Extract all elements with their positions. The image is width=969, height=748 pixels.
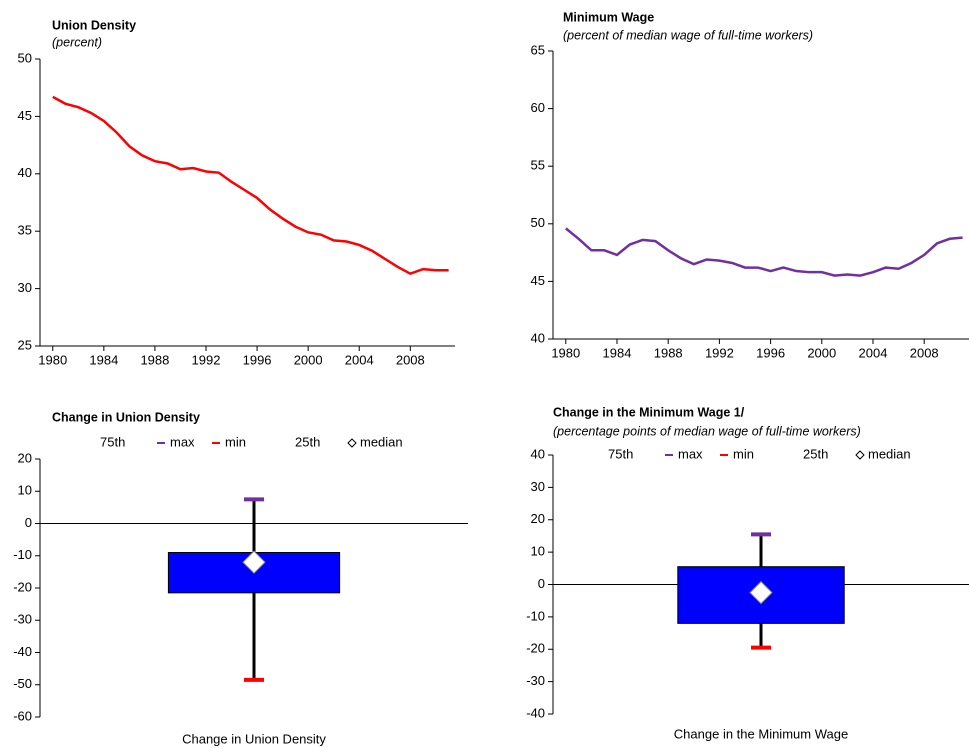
chart-subtitle: (percent of median wage of full-time wor… [563,28,813,42]
x-tick-label: 1988 [140,352,169,367]
x-tick-label: 1988 [654,345,683,360]
median-marker [749,580,773,605]
x-tick-label: 1980 [38,352,67,367]
x-tick-label: 2000 [807,345,836,360]
y-tick-label: 40 [531,330,545,345]
category-label: Change in the Minimum Wage [674,726,848,741]
y-tick-label: 35 [18,223,32,238]
y-tick-label: 60 [531,100,545,115]
y-tick-label: 20 [531,511,545,526]
chart-subtitle: (percent) [52,35,102,49]
y-tick-label: -40 [526,705,545,720]
y-tick-label: -30 [526,673,545,688]
x-tick-label: 1996 [243,352,272,367]
legend-marker [855,450,865,460]
y-tick-label: 10 [531,544,545,559]
y-tick-label: -10 [13,547,32,562]
y-tick-label: 45 [18,108,32,123]
y-tick-label: 40 [18,165,32,180]
category-label: Change in Union Density [182,731,326,746]
y-tick-label: -40 [13,644,32,659]
x-tick-label: 2004 [859,345,888,360]
y-tick-label: -50 [13,676,32,691]
y-tick-label: 65 [531,42,545,57]
legend-label: max [170,434,195,449]
x-tick-label: 1984 [603,345,632,360]
legend-label: max [678,446,703,461]
y-tick-label: 55 [531,158,545,173]
y-tick-label: -20 [13,579,32,594]
y-tick-label: 30 [531,479,545,494]
x-tick-label: 1980 [551,345,580,360]
chart-title: Minimum Wage [563,10,654,24]
y-tick-label: -10 [526,608,545,623]
y-tick-label: 25 [18,337,32,352]
legend-label: min [225,434,246,449]
y-tick-label: 40 [531,446,545,461]
y-tick-label: 45 [531,273,545,288]
chart-subtitle: (percentage points of median wage of ful… [553,424,861,438]
legend-label: 25th [803,446,828,461]
legend-label: median [868,446,911,461]
line-series [565,227,963,277]
x-tick-label: 1992 [705,345,734,360]
x-tick-label: 1996 [756,345,785,360]
x-tick-label: 1984 [89,352,118,367]
x-tick-label: 1992 [192,352,221,367]
y-tick-label: -20 [526,641,545,656]
y-tick-label: 20 [18,450,32,465]
y-tick-label: 10 [18,483,32,498]
chart-title: Union Density [52,18,136,32]
legend-label: 75th [608,446,633,461]
legend-label: median [360,434,403,449]
legend-label: 25th [295,434,320,449]
legend-marker [347,438,357,448]
chart-title: Change in the Minimum Wage 1/ [553,405,745,419]
median-marker [242,550,266,574]
y-tick-label: 0 [25,515,32,530]
x-tick-label: 2008 [396,352,425,367]
line-series [52,95,449,276]
x-tick-label: 2000 [294,352,323,367]
y-tick-label: 50 [531,215,545,230]
chart-title: Change in Union Density [52,410,200,424]
legend-label: min [733,446,754,461]
x-tick-label: 2004 [345,352,374,367]
legend-label: 75th [100,434,125,449]
x-tick-label: 2008 [910,345,939,360]
y-tick-label: -30 [13,612,32,627]
y-tick-label: 50 [18,50,32,65]
y-tick-label: -60 [13,708,32,723]
y-tick-label: 30 [18,280,32,295]
y-tick-label: 0 [538,576,545,591]
